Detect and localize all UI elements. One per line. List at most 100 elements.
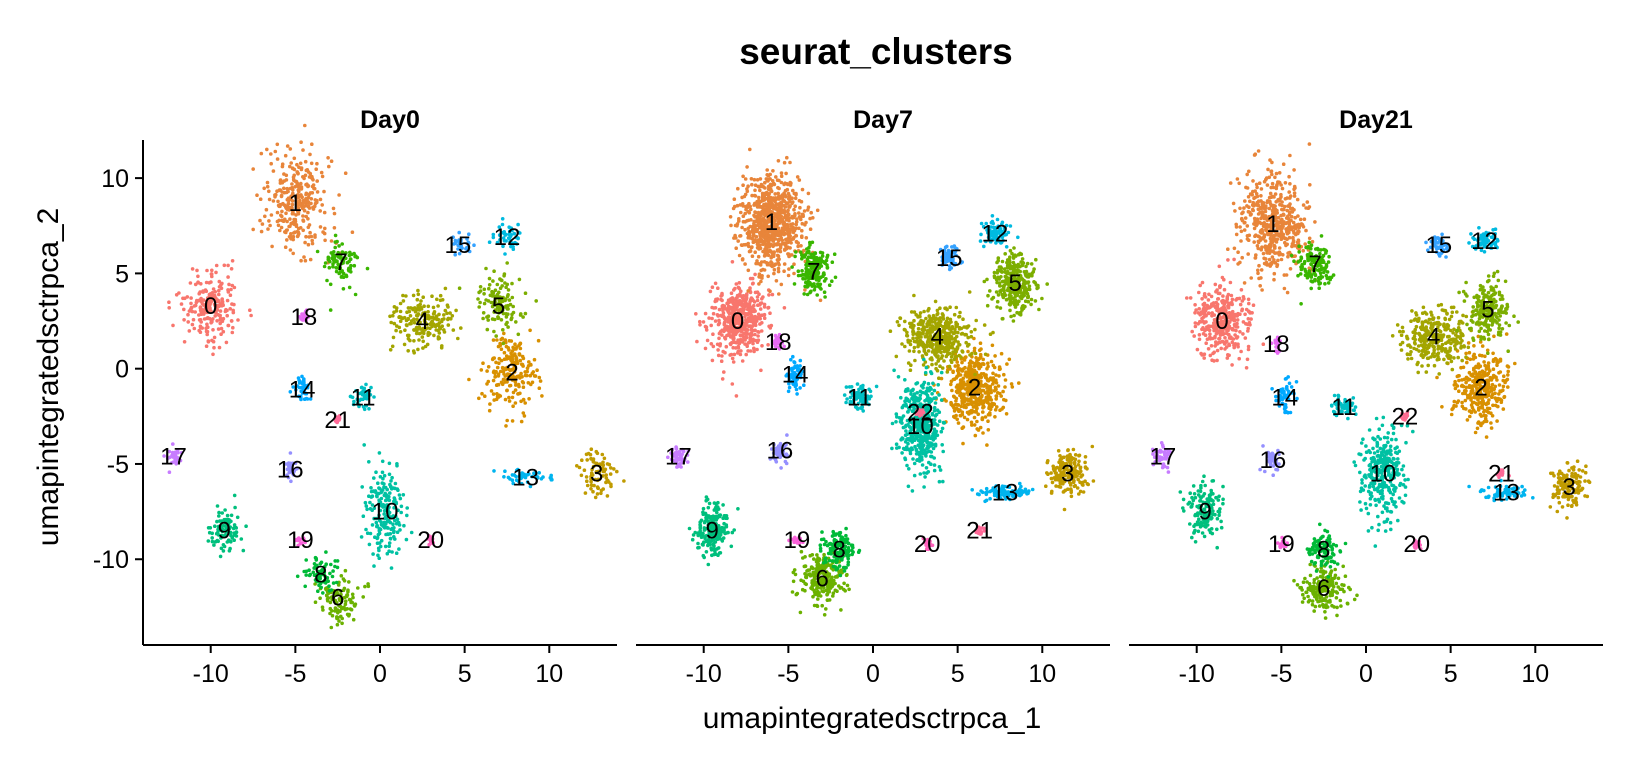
data-point xyxy=(754,234,759,239)
data-point xyxy=(492,329,496,334)
data-point xyxy=(517,384,521,389)
data-point xyxy=(445,303,450,308)
data-point xyxy=(393,486,397,491)
data-point xyxy=(975,406,979,410)
data-point xyxy=(582,468,587,473)
data-point xyxy=(589,447,594,452)
data-point xyxy=(454,308,458,313)
data-point xyxy=(746,268,751,273)
x-axis-title: umapintegratedsctrpca_1 xyxy=(703,702,1042,735)
data-point xyxy=(756,198,761,203)
data-point xyxy=(492,369,496,374)
data-point xyxy=(211,328,215,332)
data-point xyxy=(214,299,219,304)
data-point xyxy=(957,315,961,319)
x-tick-label: -5 xyxy=(284,660,306,688)
data-point xyxy=(725,324,729,329)
data-point xyxy=(972,368,977,373)
data-point xyxy=(228,293,233,298)
data-point xyxy=(188,281,193,285)
data-point xyxy=(315,161,319,166)
data-point xyxy=(416,288,420,293)
data-point xyxy=(994,373,998,377)
data-point xyxy=(589,456,593,461)
data-point xyxy=(525,373,529,378)
data-point xyxy=(448,311,452,315)
data-point xyxy=(339,589,343,593)
data-point xyxy=(997,265,1002,269)
data-point xyxy=(993,408,998,412)
data-point xyxy=(803,588,807,593)
data-point xyxy=(1077,459,1081,464)
data-point xyxy=(388,314,392,319)
cluster-label-4: 4 xyxy=(416,308,429,335)
data-point xyxy=(481,361,485,366)
data-point xyxy=(367,460,371,464)
data-point xyxy=(762,316,767,321)
data-point xyxy=(270,244,274,249)
data-point xyxy=(954,320,958,325)
data-point xyxy=(900,342,904,346)
data-point xyxy=(498,304,503,309)
data-point xyxy=(948,305,952,310)
data-point xyxy=(192,326,197,331)
data-point xyxy=(292,156,297,161)
data-point xyxy=(907,349,912,353)
data-point xyxy=(443,286,448,291)
data-point xyxy=(732,197,737,201)
data-point xyxy=(786,191,791,196)
data-point xyxy=(985,277,989,282)
data-point xyxy=(507,298,512,302)
data-point xyxy=(219,326,224,331)
data-point xyxy=(494,383,499,388)
data-point xyxy=(766,274,770,279)
data-point xyxy=(722,370,726,374)
data-point xyxy=(525,366,530,371)
facet-title: Day7 xyxy=(853,106,913,134)
data-point xyxy=(369,486,373,490)
data-point xyxy=(956,371,961,375)
data-point xyxy=(917,350,921,354)
data-point xyxy=(297,185,302,189)
data-point xyxy=(351,595,355,600)
data-point xyxy=(815,604,820,608)
data-point xyxy=(338,598,342,603)
data-point xyxy=(897,323,901,328)
data-point xyxy=(282,186,286,191)
data-point xyxy=(365,507,369,512)
data-point xyxy=(195,268,199,273)
data-point xyxy=(347,285,352,290)
data-point xyxy=(496,315,500,319)
data-point xyxy=(187,309,192,313)
data-point xyxy=(258,197,263,201)
data-point xyxy=(431,305,436,310)
data-point xyxy=(755,315,759,320)
data-point xyxy=(953,364,958,368)
data-point xyxy=(548,476,553,480)
data-point xyxy=(602,469,607,474)
data-point xyxy=(948,340,952,345)
data-point xyxy=(763,180,767,185)
data-point xyxy=(418,320,422,325)
data-point xyxy=(1022,293,1026,298)
data-point xyxy=(934,366,938,371)
data-point xyxy=(201,290,205,294)
data-point xyxy=(340,621,344,626)
data-point xyxy=(393,481,398,486)
data-point xyxy=(809,210,813,215)
data-point xyxy=(412,320,417,325)
data-point xyxy=(825,592,829,597)
data-point xyxy=(766,306,770,310)
data-point xyxy=(527,360,531,364)
data-point xyxy=(903,344,907,349)
data-point xyxy=(518,341,523,346)
data-point xyxy=(734,246,738,250)
data-point xyxy=(217,313,222,318)
data-point xyxy=(715,313,720,317)
data-point xyxy=(328,282,333,287)
data-point xyxy=(182,307,186,312)
data-point xyxy=(209,295,214,299)
data-point xyxy=(339,275,344,279)
data-point xyxy=(437,331,442,335)
data-point xyxy=(950,343,954,348)
